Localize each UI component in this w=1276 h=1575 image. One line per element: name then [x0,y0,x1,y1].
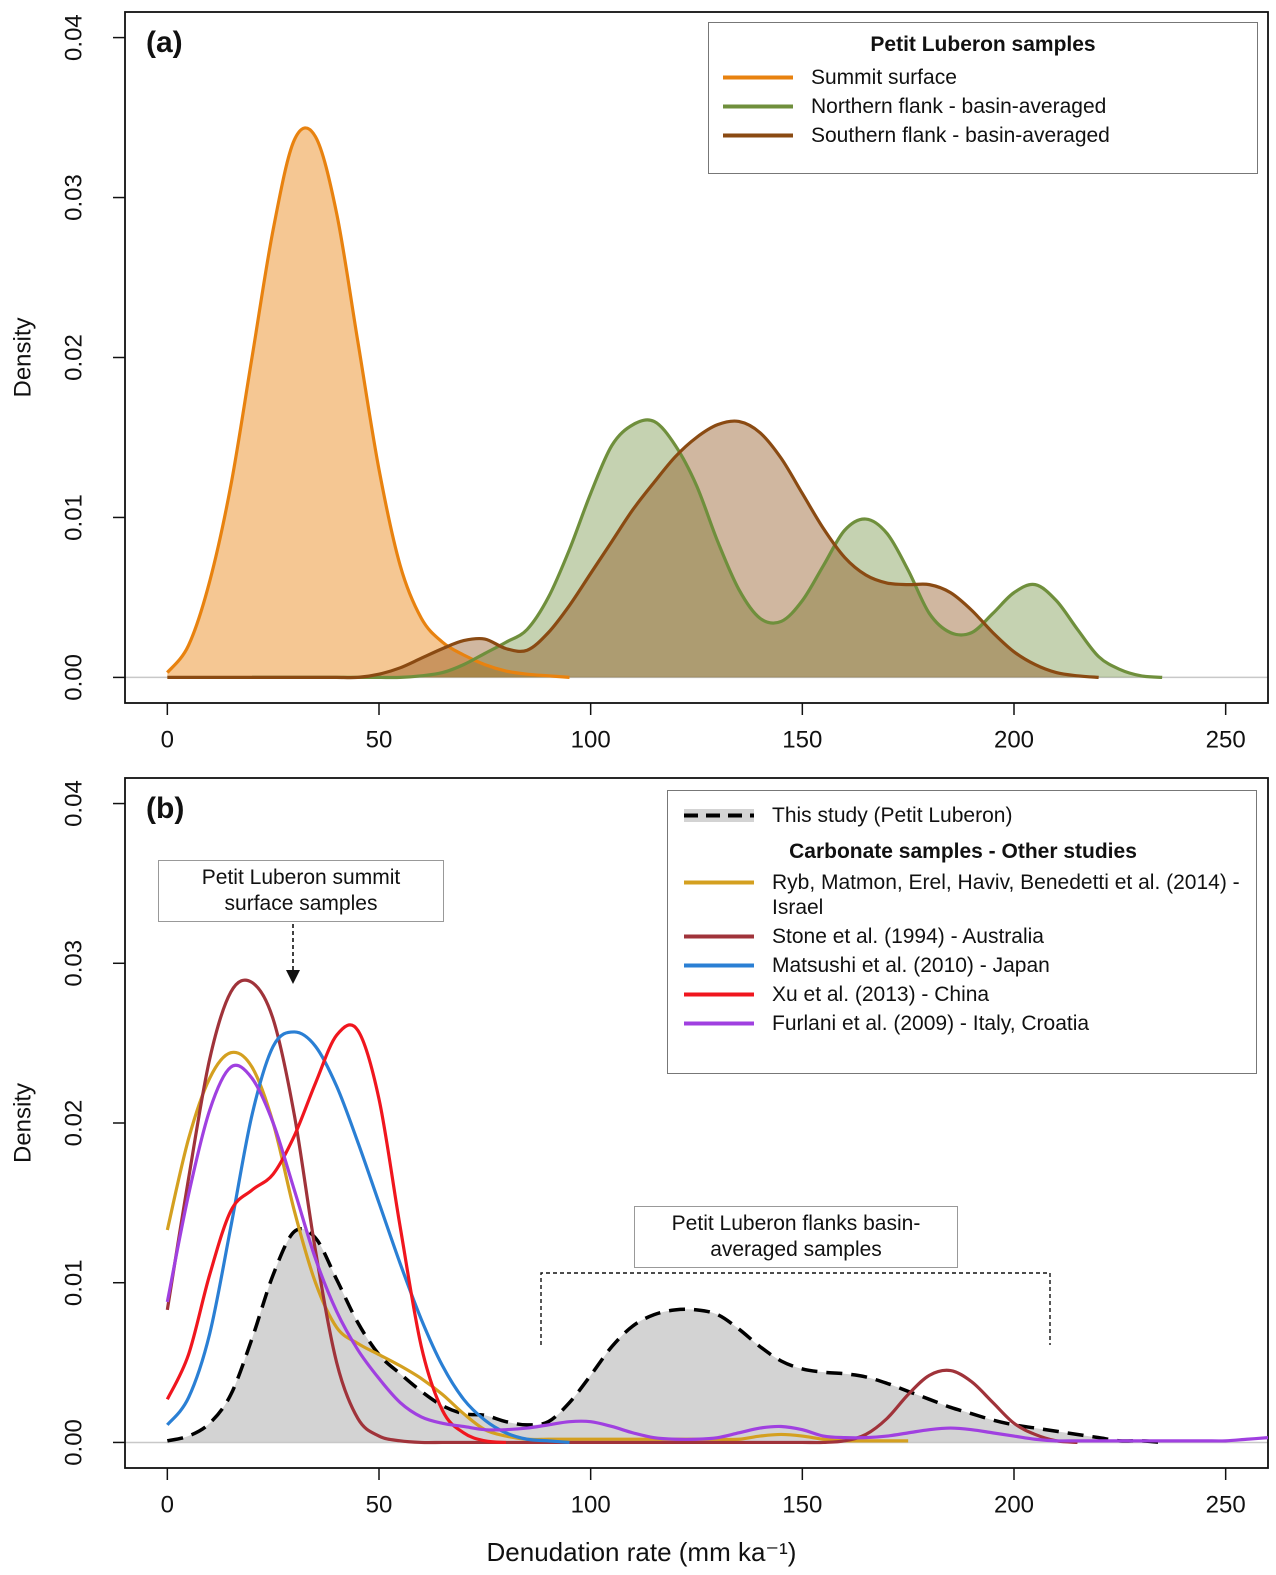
legend-swatch [684,934,754,939]
y-tick-label: 0.00 [60,1419,87,1466]
y-tick-label: 0.02 [60,334,87,381]
annotation-bracket [540,1272,1051,1345]
y-tick-label: 0.03 [60,940,87,987]
plot-frame [124,11,1269,704]
x-tick-label: 200 [994,726,1034,753]
x-tick-label: 0 [161,726,174,753]
density-line [166,126,570,680]
legend-entry: Furlani et al. (2009) - Italy, Croatia [682,1011,1244,1036]
x-tick-label: 100 [571,726,611,753]
legend-entry: Xu et al. (2013) - China [682,982,1244,1007]
legend-swatch [684,880,754,885]
panel-label: (a) [146,26,183,59]
density-area [252,419,1163,678]
density-line [165,1063,1268,1443]
density-line [167,419,1099,680]
legend-label: Xu et al. (2013) - China [772,983,990,1006]
legend-entry: Northern flank - basin-averaged [721,94,1245,119]
legend-swatch [684,992,754,997]
x-tick-label: 100 [571,1491,611,1518]
legend-title: Petit Luberon samples [870,33,1096,56]
legend-swatch [723,104,793,109]
legend-swatch [684,963,754,968]
y-tick-label: 0.04 [60,780,87,827]
x-tick-label: 250 [1206,1491,1246,1518]
plot-area [166,126,1163,680]
legend-entry: Matsushi et al. (2010) - Japan [682,953,1244,978]
legend-label: Furlani et al. (2009) - Italy, Croatia [772,1012,1090,1035]
legend-label: Stone et al. (1994) - Australia [772,925,1044,948]
legend-label: Ryb, Matmon, Erel, Haviv, Benedetti et a… [772,871,1240,919]
plot-area [165,978,1268,1445]
legend-group-title: Carbonate samples - Other studies [789,840,1137,863]
legend-swatch [723,133,793,138]
density-area [167,421,1099,678]
legend-entry: This study (Petit Luberon) [682,803,1244,828]
legend-entry: Stone et al. (1994) - Australia [682,924,1244,949]
y-tick-label: 0.02 [60,1100,87,1147]
legend-label: Southern flank - basin-averaged [811,124,1110,147]
x-axis-title: Denudation rate (mm ka⁻¹) [487,1537,797,1567]
y-tick-label: 0.00 [60,654,87,701]
legend-label: This study (Petit Luberon) [772,804,1013,827]
legend-label: Summit surface [811,66,957,89]
y-axis-title: Density [9,317,36,397]
legend-entry: Summit surface [721,65,1245,90]
panel-label: (b) [146,792,184,825]
legend-entry: Ryb, Matmon, Erel, Haviv, Benedetti et a… [682,870,1244,920]
legend-entry: Southern flank - basin-averaged [721,123,1245,148]
x-tick-label: 150 [782,1491,822,1518]
density-line [252,418,1163,680]
density-area [167,1228,1163,1443]
y-axis-title: Density [9,1083,36,1163]
legend-swatch [684,809,754,822]
density-line [165,1023,507,1445]
x-tick-label: 0 [161,1491,174,1518]
y-tick-label: 0.01 [60,494,87,541]
legend-swatch [723,75,793,80]
plot-frame [124,777,1269,1469]
x-tick-label: 150 [782,726,822,753]
y-tick-label: 0.01 [60,1259,87,1306]
x-tick-label: 50 [366,1491,393,1518]
annotation: Petit Luberon summit surface samples [158,860,444,922]
y-tick-label: 0.03 [60,174,87,221]
x-tick-label: 250 [1206,726,1246,753]
density-line [165,978,1078,1445]
x-tick-label: 200 [994,1491,1034,1518]
annotation: Petit Luberon flanks basin-averaged samp… [634,1206,958,1268]
legend: This study (Petit Luberon) Carbonate samp… [667,790,1257,1074]
legend-label: Matsushi et al. (2010) - Japan [772,954,1050,977]
x-tick-label: 50 [366,726,393,753]
y-tick-label: 0.04 [60,14,87,61]
legend: Petit Luberon samples Summit surface North… [708,22,1258,174]
legend-label: Northern flank - basin-averaged [811,95,1107,118]
density-line [166,1227,1163,1445]
legend-swatch [684,1021,754,1026]
annotation-arrowhead [286,970,300,984]
